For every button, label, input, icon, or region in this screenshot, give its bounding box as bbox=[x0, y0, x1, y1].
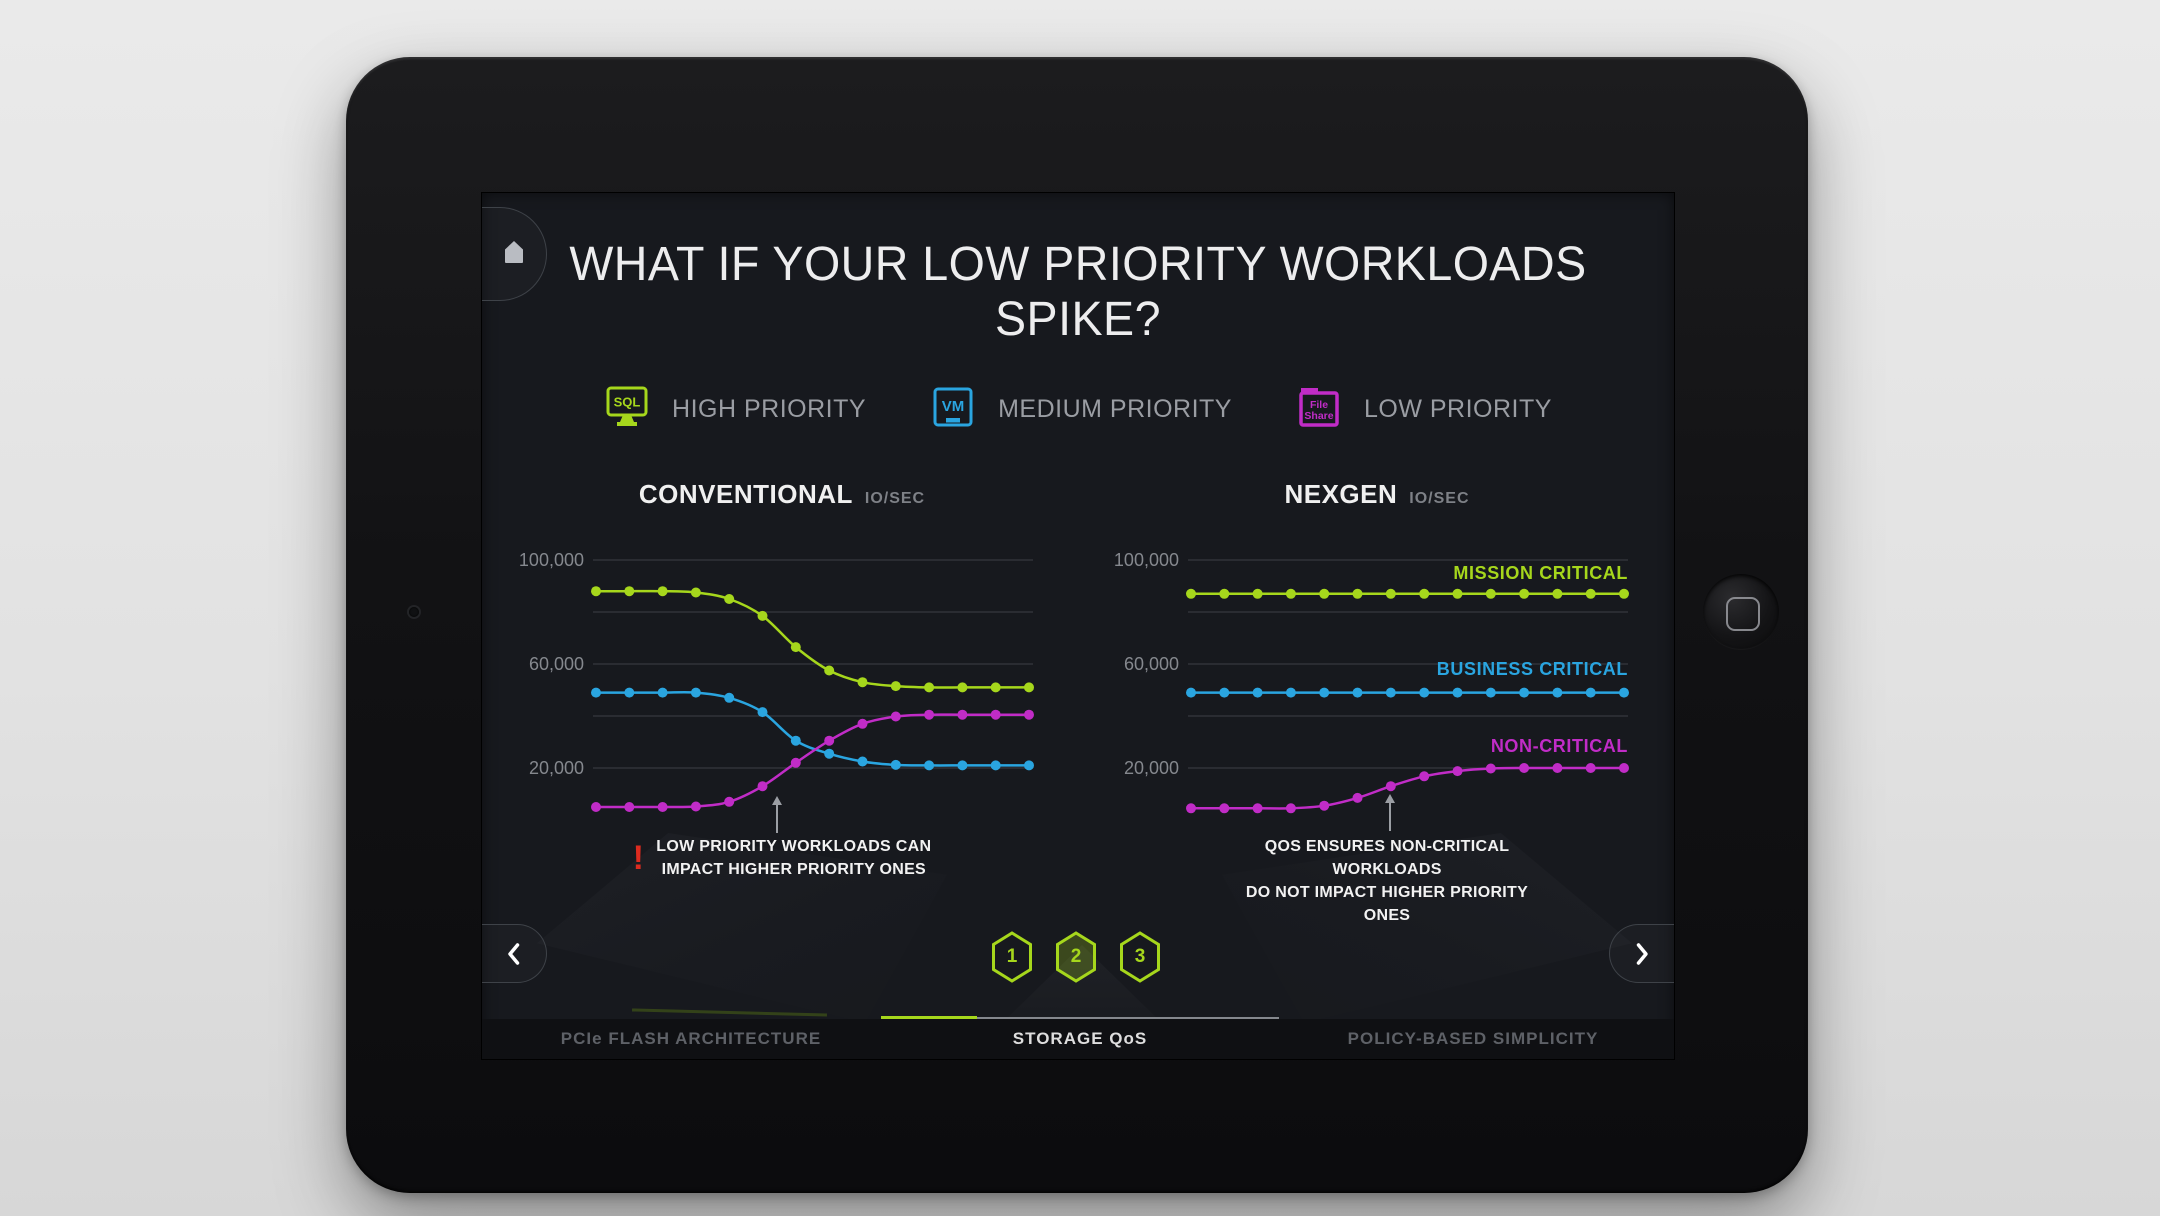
section-progress bbox=[881, 1016, 1279, 1019]
bottom-tab-bar: PCIe FLASH ARCHITECTURE STORAGE QoS POLI… bbox=[482, 1019, 1674, 1059]
background-green-accent bbox=[631, 1008, 828, 1017]
svg-text:File: File bbox=[1310, 399, 1328, 411]
up-arrow-icon bbox=[771, 796, 782, 833]
chart-title-text: CONVENTIONAL bbox=[638, 479, 853, 509]
up-arrow-icon bbox=[1384, 794, 1395, 831]
chevron-right-icon bbox=[1632, 940, 1652, 968]
page-hex-1[interactable]: 1 bbox=[990, 931, 1034, 983]
next-button[interactable] bbox=[1609, 924, 1674, 983]
legend-item-medium: VM MEDIUM PRIORITY bbox=[930, 384, 1232, 435]
tab-storage-qos[interactable]: STORAGE QoS bbox=[1012, 1029, 1148, 1048]
house-icon bbox=[503, 240, 525, 269]
file-share-folder-icon: File Share bbox=[1296, 384, 1342, 435]
chart-unit-label: IO/SEC bbox=[1409, 490, 1470, 507]
nexgen-line-chart: 100,000 60,000 20,000 bbox=[1114, 550, 1629, 814]
conventional-line-chart: 100,000 60,000 20,000 bbox=[519, 550, 1034, 812]
legend-label: HIGH PRIORITY bbox=[672, 394, 867, 423]
hardware-home-button[interactable] bbox=[1703, 574, 1779, 650]
tab-pcie-flash-architecture[interactable]: PCIe FLASH ARCHITECTURE bbox=[560, 1029, 822, 1048]
chevron-left-icon bbox=[504, 940, 524, 968]
progress-track bbox=[881, 1017, 1279, 1019]
sql-monitor-icon: SQL bbox=[604, 384, 650, 435]
nexgen-annotation: QOS ENSURES NON-CRITICAL WORKLOADS DO NO… bbox=[1245, 838, 1529, 924]
conventional-annotation: ! LOW PRIORITY WORKLOADS CAN IMPACT HIGH… bbox=[622, 835, 942, 881]
svg-text:60,000: 60,000 bbox=[1124, 654, 1179, 674]
page-hex-2-active[interactable]: 2 bbox=[1054, 931, 1098, 983]
annotation-text: LOW PRIORITY WORKLOADS CAN IMPACT HIGHER… bbox=[656, 838, 932, 878]
chart-title-conventional: CONVENTIONAL IO/SEC bbox=[522, 479, 1042, 510]
vm-box-icon: VM bbox=[930, 384, 976, 435]
series-label-business-critical: BUSINESS CRITICAL bbox=[1436, 659, 1628, 679]
svg-text:60,000: 60,000 bbox=[529, 654, 584, 674]
svg-text:Share: Share bbox=[1304, 410, 1333, 422]
svg-text:100,000: 100,000 bbox=[1114, 550, 1179, 570]
chart-unit-label: IO/SEC bbox=[864, 490, 926, 507]
page-hex-3[interactable]: 3 bbox=[1118, 931, 1162, 983]
home-button-square-icon bbox=[1726, 597, 1760, 631]
svg-text:20,000: 20,000 bbox=[1124, 758, 1179, 778]
chart-title-nexgen: NEXGEN IO/SEC bbox=[1117, 479, 1637, 510]
legend-item-high: SQL HIGH PRIORITY bbox=[604, 384, 866, 435]
tab-policy-based-simplicity[interactable]: POLICY-BASED SIMPLICITY bbox=[1347, 1029, 1599, 1048]
chart-title-text: NEXGEN bbox=[1284, 479, 1398, 509]
series-label-non-critical: NON-CRITICAL bbox=[1490, 736, 1628, 756]
prev-button[interactable] bbox=[482, 924, 547, 983]
progress-green bbox=[881, 1016, 977, 1019]
svg-text:SQL: SQL bbox=[614, 394, 641, 409]
svg-text:VM: VM bbox=[942, 398, 965, 415]
svg-text:20,000: 20,000 bbox=[529, 758, 584, 778]
front-camera bbox=[409, 607, 419, 617]
legend-item-low: File Share LOW PRIORITY bbox=[1296, 384, 1552, 435]
legend-label: MEDIUM PRIORITY bbox=[998, 394, 1232, 423]
tablet-device-frame: WHAT IF YOUR LOW PRIORITY WORKLOADS SPIK… bbox=[346, 57, 1808, 1193]
page-title: WHAT IF YOUR LOW PRIORITY WORKLOADS SPIK… bbox=[569, 238, 1587, 346]
app-screen: WHAT IF YOUR LOW PRIORITY WORKLOADS SPIK… bbox=[481, 192, 1675, 1060]
pagination: 1 2 3 bbox=[990, 931, 1162, 983]
alert-exclamation-icon: ! bbox=[632, 839, 645, 877]
svg-text:100,000: 100,000 bbox=[519, 550, 584, 570]
series-label-mission-critical: MISSION CRITICAL bbox=[1453, 563, 1628, 583]
priority-legend: SQL HIGH PRIORITY VM bbox=[482, 381, 1674, 437]
legend-label: LOW PRIORITY bbox=[1363, 394, 1552, 423]
